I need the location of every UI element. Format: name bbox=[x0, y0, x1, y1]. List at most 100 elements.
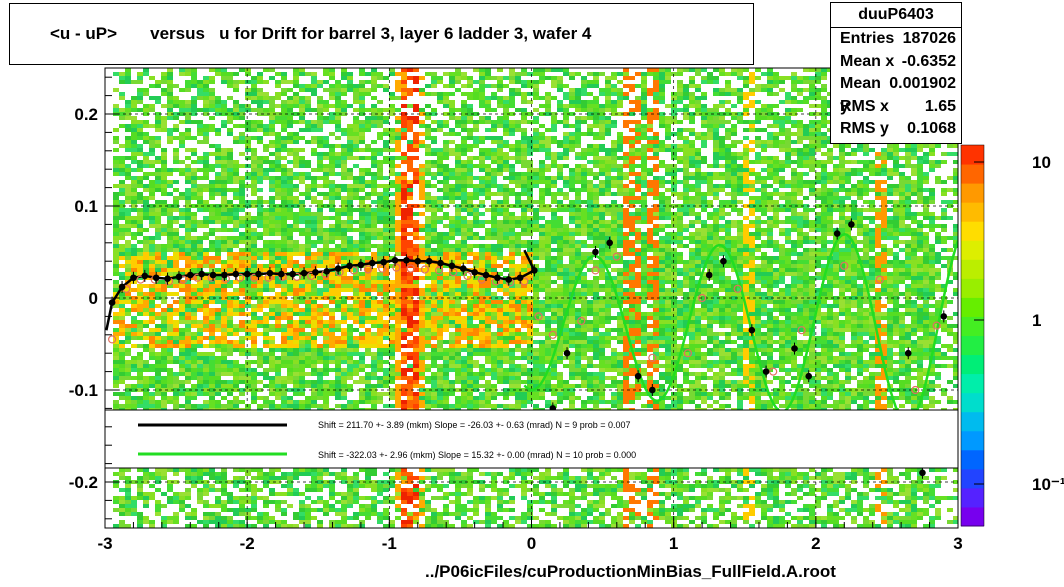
stats-row-entries: Entries 187026 bbox=[831, 28, 961, 51]
black-marker bbox=[403, 254, 410, 267]
open-marker bbox=[591, 266, 600, 275]
open-marker bbox=[136, 275, 145, 284]
black-marker bbox=[505, 273, 513, 286]
open-marker bbox=[648, 353, 657, 362]
legend-green-text: Shift = -322.03 +- 2.96 (mkm) Slope = 15… bbox=[318, 450, 636, 460]
stats-label: Entries bbox=[840, 30, 895, 47]
palette-bin bbox=[961, 449, 984, 470]
black-marker bbox=[531, 264, 538, 277]
palette-bin bbox=[961, 506, 984, 527]
palette-bin bbox=[961, 335, 984, 356]
palette-bin bbox=[961, 354, 984, 375]
legend-black-text: Shift = 211.70 +- 3.89 (mkm) Slope = -26… bbox=[318, 420, 631, 430]
x-tick-label: 1 bbox=[669, 534, 678, 553]
open-marker bbox=[193, 273, 202, 282]
y-tick-label: 0.2 bbox=[74, 105, 98, 124]
open-marker bbox=[307, 271, 316, 281]
black-fit-curve bbox=[105, 249, 536, 331]
black-marker bbox=[720, 255, 727, 268]
stats-label: RMS y bbox=[840, 120, 889, 137]
palette-bin bbox=[961, 221, 984, 241]
palette-bin bbox=[961, 392, 984, 413]
black-marker bbox=[380, 256, 387, 269]
open-marker bbox=[406, 264, 415, 273]
black-marker bbox=[919, 466, 926, 479]
open-marker bbox=[477, 275, 486, 284]
black-marker bbox=[391, 254, 399, 267]
black-marker bbox=[187, 269, 194, 281]
black-marker bbox=[289, 268, 296, 281]
black-marker bbox=[108, 296, 116, 309]
open-marker bbox=[520, 277, 529, 286]
black-marker bbox=[705, 269, 713, 281]
black-marker bbox=[198, 268, 205, 281]
axis-ticks: -3 -2 -1 0 1 2 3 -0.2 -0.1 0 0.1 0.2 bbox=[69, 76, 963, 553]
black-marker bbox=[334, 262, 342, 275]
black-marker bbox=[494, 271, 501, 284]
black-marker bbox=[592, 246, 599, 258]
black-marker bbox=[243, 268, 251, 281]
black-marker bbox=[221, 269, 228, 281]
open-marker bbox=[840, 261, 849, 270]
black-marker bbox=[277, 268, 285, 281]
palette-bin bbox=[961, 164, 984, 184]
open-marker bbox=[420, 265, 429, 274]
black-marker bbox=[357, 258, 365, 271]
open-marker bbox=[797, 326, 806, 335]
palette-bin bbox=[961, 145, 984, 165]
black-marker bbox=[266, 267, 274, 280]
x-tick-label: -3 bbox=[97, 534, 112, 553]
black-marker bbox=[748, 324, 756, 337]
black-marker bbox=[425, 255, 433, 268]
stats-row-mean-x: Mean x -0.6352 bbox=[831, 51, 961, 74]
palette-bin bbox=[961, 411, 984, 432]
black-marker bbox=[833, 227, 841, 240]
black-marker bbox=[563, 347, 571, 360]
black-marker bbox=[118, 280, 126, 293]
palette-bin bbox=[961, 430, 984, 451]
stats-box: duuP6403 Entries 187026 Mean x -0.6352 Mea… bbox=[830, 2, 962, 144]
black-marker bbox=[805, 370, 813, 383]
black-marker bbox=[164, 272, 171, 285]
black-marker bbox=[414, 255, 422, 268]
color-palette: 10 1 10⁻¹ bbox=[960, 144, 1064, 527]
black-marker bbox=[175, 270, 183, 283]
y-tick-label: 0 bbox=[89, 289, 98, 308]
stats-row-mean-y: Mean y 0.001902 bbox=[831, 73, 961, 115]
open-marker bbox=[363, 265, 373, 274]
black-marker bbox=[482, 269, 490, 281]
black-marker bbox=[209, 269, 217, 281]
black-marker bbox=[904, 347, 912, 360]
y-tick-label: 0.1 bbox=[74, 197, 98, 216]
black-marker bbox=[346, 259, 353, 272]
open-marker bbox=[534, 312, 543, 321]
stats-label: RMS x bbox=[840, 97, 889, 115]
black-marker bbox=[312, 266, 319, 279]
palette-bin bbox=[961, 373, 984, 394]
x-tick-label: -1 bbox=[382, 534, 397, 553]
x-tick-label: 3 bbox=[953, 534, 962, 553]
grid bbox=[105, 68, 958, 528]
palette-bin bbox=[961, 183, 984, 203]
y-tick-label: -0.1 bbox=[69, 381, 98, 400]
open-marker bbox=[577, 316, 586, 326]
open-marker bbox=[463, 271, 472, 281]
black-marker bbox=[791, 342, 798, 355]
palette-bin bbox=[961, 316, 984, 336]
black-marker bbox=[634, 370, 642, 383]
fit-legend: Shift = 211.70 +- 3.89 (mkm) Slope = -26… bbox=[104, 409, 959, 469]
stats-value: 0.1068 bbox=[907, 120, 956, 137]
open-marker bbox=[434, 266, 444, 275]
x-tick-label: -2 bbox=[240, 534, 255, 553]
black-marker bbox=[940, 310, 948, 323]
palette-bin bbox=[961, 202, 984, 222]
open-marker bbox=[733, 284, 742, 293]
black-marker bbox=[437, 257, 444, 270]
black-marker bbox=[368, 257, 376, 270]
black-marker bbox=[255, 268, 262, 281]
open-marker bbox=[683, 349, 692, 358]
open-marker bbox=[911, 385, 920, 395]
stats-value: 187026 bbox=[902, 30, 956, 47]
black-marker bbox=[459, 262, 467, 275]
